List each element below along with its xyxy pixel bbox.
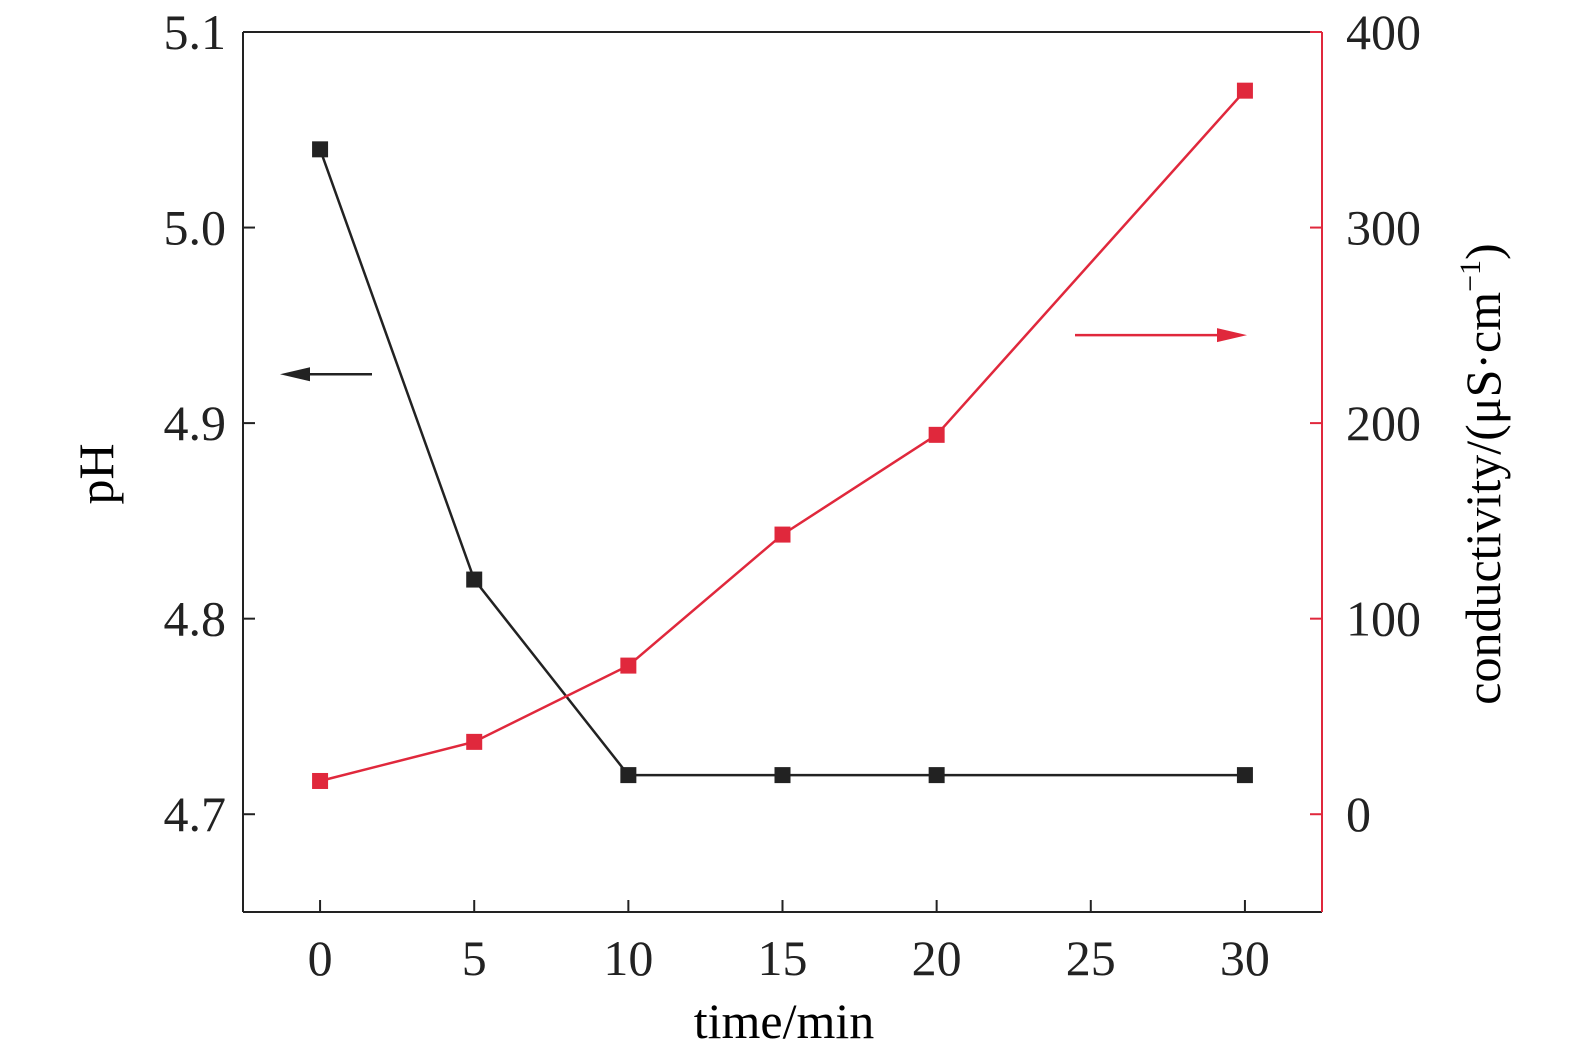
series-1-point bbox=[774, 526, 791, 543]
series-1-point bbox=[466, 733, 483, 750]
y-tick-label: 4.8 bbox=[164, 591, 227, 647]
y2-tick-label: 400 bbox=[1346, 4, 1421, 60]
series-1-point bbox=[312, 772, 329, 789]
x-tick-label: 5 bbox=[462, 930, 487, 986]
x-tick-label: 15 bbox=[758, 930, 808, 986]
series bbox=[312, 82, 1253, 789]
x-tick-label: 25 bbox=[1066, 930, 1116, 986]
x-tick-label: 20 bbox=[912, 930, 962, 986]
arrow-right-icon bbox=[1217, 328, 1247, 343]
series-0-point bbox=[928, 767, 945, 784]
x-axis-title: time/min bbox=[694, 993, 875, 1049]
x-tick-label: 0 bbox=[308, 930, 333, 986]
y-tick-label: 5.1 bbox=[164, 4, 227, 60]
y2-tick-label: 200 bbox=[1346, 395, 1421, 451]
series-1-line bbox=[319, 89, 1246, 783]
y2-tick-label: 0 bbox=[1346, 786, 1371, 842]
ticks: 0 5 10 15 20 25 30 4.7 4.8 4.9 5.0 5.1 0 100 200 300 400 bbox=[164, 4, 1422, 986]
series-1-point bbox=[1236, 82, 1253, 99]
y2-tick-label: 300 bbox=[1346, 200, 1421, 256]
annotations bbox=[280, 328, 1247, 382]
series-0-line bbox=[318, 148, 1245, 777]
arrow-left-icon bbox=[280, 367, 310, 382]
x-tick-label: 30 bbox=[1220, 930, 1270, 986]
y-tick-label: 5.0 bbox=[164, 200, 227, 256]
y-tick-label: 4.7 bbox=[164, 786, 227, 842]
y-tick-label: 4.9 bbox=[164, 395, 227, 451]
series-1-point bbox=[620, 657, 637, 674]
series-0-point bbox=[312, 141, 329, 158]
y2-tick-label: 100 bbox=[1346, 591, 1421, 647]
y-axis-title: pH bbox=[68, 443, 124, 504]
y2-axis-title-main: conductivity/(μS·cm bbox=[1455, 292, 1511, 705]
x-tick-label: 10 bbox=[603, 930, 653, 986]
y2-axis-title: conductivity/(μS·cm−1) bbox=[1454, 243, 1511, 704]
series-0-point bbox=[774, 767, 791, 784]
series-0-point bbox=[620, 767, 637, 784]
y2-axis-title-sup: −1 bbox=[1454, 260, 1487, 292]
series-0-point bbox=[466, 571, 483, 588]
series-0-point bbox=[1236, 767, 1253, 784]
axes bbox=[242, 31, 1323, 913]
y2-axis-title-close: ) bbox=[1455, 243, 1511, 260]
series-1-point bbox=[928, 426, 945, 443]
